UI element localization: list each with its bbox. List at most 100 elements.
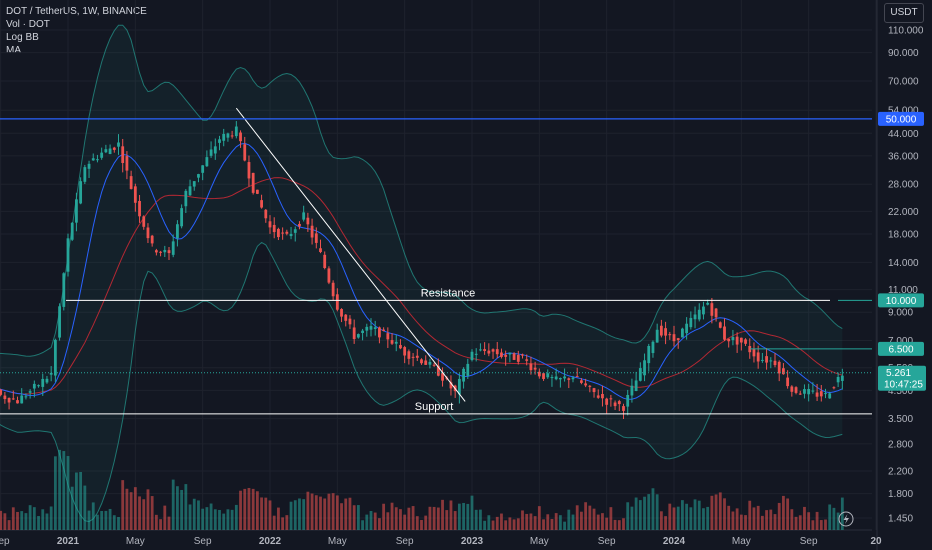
- volume-bar: [558, 515, 562, 530]
- volume-bar: [319, 496, 322, 530]
- candle-body: [840, 375, 844, 381]
- candle-body: [836, 376, 840, 383]
- volume-bar: [567, 509, 571, 530]
- candle-body: [272, 224, 276, 233]
- candle-body: [470, 351, 474, 361]
- volume-bar: [154, 514, 158, 530]
- volume-bar: [782, 495, 785, 530]
- volume-indicator-label[interactable]: Vol · DOT: [6, 19, 50, 30]
- ma-indicator-label[interactable]: MA: [6, 45, 21, 56]
- volume-bar: [432, 506, 436, 530]
- candle-body: [335, 294, 339, 310]
- y-tick-label: 28.000: [888, 180, 919, 191]
- bollinger-lower: [0, 241, 843, 523]
- candle-body: [255, 189, 259, 194]
- volume-bar: [37, 516, 40, 530]
- candle-body: [310, 225, 314, 238]
- volume-bar: [836, 512, 840, 530]
- volume-bar: [197, 500, 200, 530]
- volume-bar: [340, 503, 343, 530]
- candle-body: [314, 233, 318, 243]
- volume-bar: [739, 514, 743, 530]
- volume-bar: [188, 504, 192, 530]
- candle-body: [457, 378, 461, 395]
- volume-bar: [609, 507, 613, 530]
- candle-body: [112, 147, 116, 150]
- volume-bar: [268, 500, 272, 530]
- x-tick-label: Sep: [800, 536, 818, 547]
- volume-bar: [83, 485, 87, 530]
- volume-bar: [525, 513, 529, 530]
- candle-body: [744, 339, 747, 344]
- candle-body: [609, 398, 613, 400]
- candle-body: [125, 156, 129, 171]
- candle-body: [205, 157, 209, 167]
- candle-body: [302, 212, 306, 220]
- candle-body: [184, 190, 188, 207]
- volume-bar: [445, 510, 449, 530]
- y-tick-label: 22.000: [888, 207, 919, 218]
- candle-body: [782, 368, 785, 375]
- symbol-title[interactable]: DOT / TetherUS, 1W, BINANCE: [6, 6, 147, 17]
- volume-bar: [285, 515, 289, 530]
- volume-bar: [504, 520, 508, 530]
- currency-unit-button[interactable]: USDT: [884, 3, 924, 23]
- candle-body: [441, 372, 444, 381]
- candle-body: [407, 351, 411, 359]
- volume-bar: [361, 520, 364, 530]
- candle-body: [129, 176, 133, 189]
- volume-bar: [819, 520, 823, 530]
- candle-body: [222, 133, 226, 141]
- volume-bar: [142, 499, 146, 530]
- candle-body: [491, 349, 495, 352]
- volume-bar: [201, 508, 205, 530]
- candle-body: [567, 378, 571, 380]
- candle-body: [390, 340, 394, 344]
- volume-bar: [247, 487, 251, 530]
- candle-body: [243, 144, 247, 161]
- volume-bar: [718, 492, 722, 530]
- candle-body: [37, 385, 40, 387]
- volume-bar: [66, 456, 70, 530]
- volume-bar: [449, 500, 453, 530]
- volume-bar: [150, 496, 154, 530]
- y-tick-label: 1.800: [888, 489, 913, 500]
- volume-bar: [697, 500, 701, 530]
- y-tick-label: 3.500: [888, 414, 913, 425]
- candle-body: [58, 306, 61, 338]
- price-tag-label: 6.500: [888, 344, 913, 355]
- volume-bar: [302, 499, 306, 530]
- candle-body: [508, 352, 512, 355]
- volume-bar: [323, 498, 327, 530]
- candle-body: [731, 337, 735, 341]
- x-tick-label: 2024: [663, 536, 686, 547]
- candle-body: [832, 387, 836, 389]
- candle-body: [542, 373, 545, 379]
- volume-bar: [159, 519, 162, 530]
- volume-bar: [209, 503, 213, 530]
- y-tick-label: 1.450: [888, 514, 913, 525]
- candle-body: [702, 306, 705, 315]
- volume-bar: [483, 520, 487, 530]
- volume-bar: [495, 516, 499, 530]
- candle-body: [664, 328, 667, 336]
- volume-bar: [807, 512, 811, 530]
- volume-bar: [226, 509, 230, 530]
- volume-bar: [457, 503, 461, 530]
- candle-body: [681, 328, 684, 338]
- candle-body: [798, 393, 802, 395]
- current-price-tag: [878, 365, 926, 391]
- candle-body: [777, 361, 781, 374]
- candle-body: [676, 338, 680, 341]
- resistance-label: Resistance: [421, 287, 475, 299]
- volume-bar: [580, 511, 583, 530]
- volume-bar: [184, 484, 188, 530]
- candle-body: [352, 327, 356, 340]
- x-tick-label: 2022: [259, 536, 282, 547]
- volume-bar: [356, 505, 360, 530]
- volume-bar: [428, 506, 432, 530]
- candle-body: [66, 238, 70, 272]
- bollinger-indicator-label[interactable]: Log BB: [6, 32, 39, 43]
- volume-bar: [474, 509, 478, 530]
